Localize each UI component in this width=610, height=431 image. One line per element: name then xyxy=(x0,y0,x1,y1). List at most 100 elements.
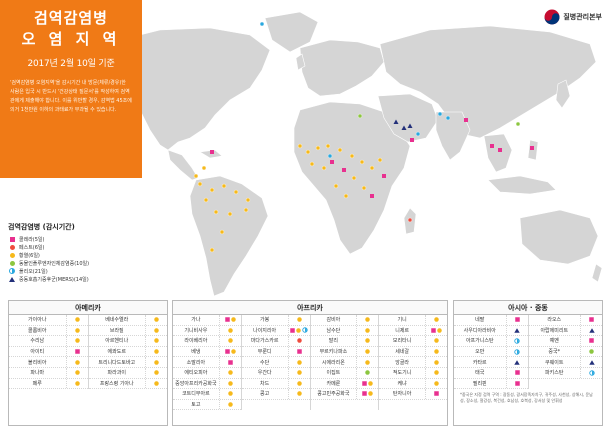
country-name: 예멘 xyxy=(549,338,559,345)
country-name: 토고 xyxy=(191,402,201,409)
country-name: 차드 xyxy=(260,380,270,387)
page-title: 검역감염병 xyxy=(33,9,108,27)
cholera-marker xyxy=(464,118,468,122)
country-name: 볼리비아 xyxy=(28,359,47,366)
country-row: 중앙아프리카공화국 xyxy=(173,378,241,390)
country-row: 태국 xyxy=(454,367,528,379)
legend-label: 페스트(6일) xyxy=(19,244,45,251)
country-name: 콩고민주공화국 xyxy=(317,391,350,398)
disease-symbols xyxy=(65,325,88,336)
yellow-fever-marker xyxy=(359,159,365,165)
legend-title: 검역감염병 (감시기간) xyxy=(8,223,75,231)
country-name: 라이베리아 xyxy=(184,338,208,345)
yellow-fever-icon xyxy=(296,359,302,365)
country-row: 아르헨티나 xyxy=(88,336,167,347)
cholera-icon xyxy=(225,349,230,354)
country-row: 라이베리아 xyxy=(173,336,241,347)
cholera-icon xyxy=(431,328,436,333)
country-row: 적도기니 xyxy=(379,367,447,379)
country-name: 모리타니 xyxy=(392,338,412,345)
mers-icon xyxy=(588,359,595,365)
cholera-icon xyxy=(589,338,594,344)
polio-icon xyxy=(302,327,308,334)
mers-marker xyxy=(401,125,407,130)
cholera-icon xyxy=(434,391,439,397)
asia-table: 아시아 · 중동 네팔 사우디아라비아 아프가니스탄 오만 카타르 태국 필리핀 라오스 아랍에… xyxy=(453,300,603,426)
disease-symbols xyxy=(145,346,167,357)
disease-symbols xyxy=(356,378,378,389)
country-name: 기니 xyxy=(397,317,407,324)
country-row: 페루 xyxy=(9,378,88,390)
disease-symbols xyxy=(425,367,447,378)
disease-symbols xyxy=(218,315,241,325)
legend-label: 동물인플루엔자인체감염증(10일) xyxy=(19,260,90,267)
disease-symbols xyxy=(287,357,310,367)
country-row: 쿠웨이트 xyxy=(528,357,602,368)
disease-symbols xyxy=(287,367,310,378)
cholera-marker xyxy=(342,168,346,172)
legend-item: 콜레라(5일) xyxy=(8,235,168,243)
africa-table: 아프리카 가나 기니비사우 라이베리아 베냉 소말리아 에티오피아 중앙아프리카공화국 코트디… xyxy=(172,300,448,426)
disease-symbols xyxy=(356,357,378,367)
country-row: 파키스탄 xyxy=(528,367,602,379)
cholera-marker xyxy=(490,144,494,148)
avian-flu-marker xyxy=(357,113,363,119)
yellow-fever-marker xyxy=(325,143,331,149)
cholera-marker xyxy=(330,160,334,164)
yellow-fever-marker xyxy=(233,189,239,195)
country-name: 파라과이 xyxy=(107,370,126,377)
country-name: 수리남 xyxy=(30,338,45,345)
country-row: 이집트 xyxy=(310,367,379,379)
yellow-fever-marker xyxy=(245,197,251,203)
disease-symbols xyxy=(218,325,241,336)
country-row: 프랑스령 기아나 xyxy=(88,378,167,390)
country-row: 에티오피아 xyxy=(173,367,241,379)
legend-item: 중동호흡기증후군(MERS)(14일) xyxy=(8,275,168,283)
disease-symbols xyxy=(287,389,310,399)
cholera-marker xyxy=(530,146,534,150)
disease-symbols xyxy=(505,346,528,357)
country-row: 기니 xyxy=(379,315,447,326)
country-row: 코트디부아르 xyxy=(173,389,241,400)
disease-symbols xyxy=(287,325,310,336)
country-row: 파라과이 xyxy=(88,367,167,379)
country-name: 라오스 xyxy=(547,317,562,324)
mers-marker xyxy=(407,123,413,128)
disease-symbols xyxy=(580,346,602,357)
country-name: 소말리아 xyxy=(186,359,206,366)
yellow-fever-icon xyxy=(434,317,439,323)
country-name: 브라질 xyxy=(109,327,124,334)
country-row: 카타르 xyxy=(454,357,528,368)
country-row: 라오스 xyxy=(528,315,602,326)
country-name: 감비아 xyxy=(326,317,341,324)
asia-column: 라오스 아랍에미리트 예멘 중국* 쿠웨이트 파키스탄 xyxy=(527,315,602,390)
disease-symbols xyxy=(425,315,447,325)
disease-symbols xyxy=(218,389,241,399)
country-row: 아랍에미리트 xyxy=(528,325,602,337)
americas-column: 베네수엘라 브라질 아르헨티나 에콰도르 트리니다드토바고 파라과이 프랑스령 기아나 xyxy=(87,315,167,390)
disease-symbols xyxy=(145,325,167,336)
country-name: 베냉 xyxy=(191,349,201,356)
country-row: 탄자니아 xyxy=(379,389,447,400)
disease-symbols xyxy=(65,357,88,367)
yellow-fever-marker xyxy=(309,161,315,167)
disease-symbols xyxy=(505,357,528,367)
title-panel: 검역감염병 오 염 지 역 2017년 2월 10일 기준 '검역감염병 오염지… xyxy=(0,0,142,178)
yellow-fever-marker xyxy=(333,183,339,189)
disease-symbols xyxy=(425,336,447,346)
cholera-icon xyxy=(228,359,233,365)
country-name: 우간다 xyxy=(257,370,272,377)
yellow-fever-icon xyxy=(368,381,373,386)
country-name: 코트디부아르 xyxy=(182,391,210,398)
country-row: 베냉 xyxy=(173,346,241,358)
country-name: 태국 xyxy=(475,370,485,377)
africa-column: 기니 니제르 모리타니 세네갈 앙골라 적도기니 케냐 탄자니아 xyxy=(378,315,447,411)
country-row: 콩고민주공화국 xyxy=(310,389,379,400)
reference-date: 2017년 2월 10일 기준 xyxy=(27,59,115,69)
disease-symbols xyxy=(425,357,447,367)
middle-east xyxy=(377,93,439,143)
country-row: 토고 xyxy=(173,399,241,411)
yellow-fever-icon xyxy=(437,328,442,333)
africa-column: 가나 기니비사우 라이베리아 베냉 소말리아 에티오피아 중앙아프리카공화국 코트디부아르 토고 xyxy=(173,315,241,411)
disease-symbols xyxy=(580,325,602,336)
